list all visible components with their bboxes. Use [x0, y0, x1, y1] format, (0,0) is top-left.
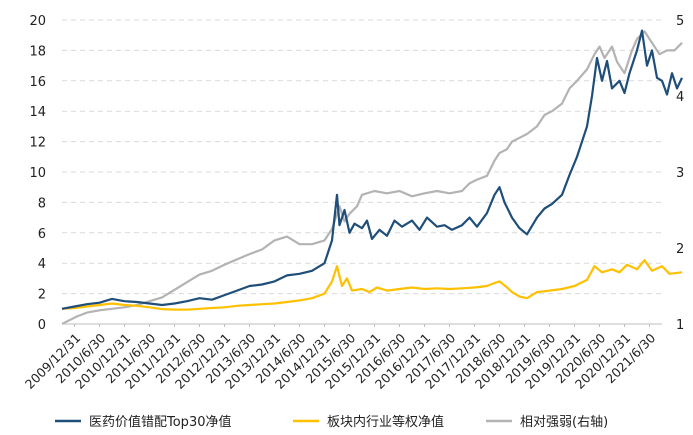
legend-label-0: 医药价值错配Top30净值	[89, 414, 231, 430]
right-tick-label: 3	[676, 166, 684, 181]
left-axis: 0 2 4 6 8 10 12 14 16 18 20	[29, 14, 46, 333]
left-tick-label: 16	[29, 75, 46, 90]
left-tick-label: 0	[38, 318, 46, 333]
left-tick-label: 14	[29, 105, 46, 120]
left-tick-label: 8	[38, 196, 46, 211]
series-lines	[61, 29, 683, 325]
series-line-1	[61, 259, 683, 311]
left-tick-label: 4	[38, 257, 46, 272]
left-tick-label: 12	[29, 136, 46, 151]
left-tick-label: 20	[29, 14, 46, 29]
legend-label-2: 相对强弱(右轴)	[520, 415, 608, 430]
series-line-2	[61, 30, 683, 325]
left-tick-label: 2	[38, 288, 46, 303]
left-tick-label: 6	[38, 227, 46, 242]
left-tick-label: 10	[29, 166, 46, 181]
grid-lines	[62, 19, 662, 295]
legend-label-1: 板块内行业等权净值	[327, 414, 444, 430]
left-tick-label: 18	[29, 44, 46, 59]
right-tick-label: 4	[676, 90, 684, 105]
right-tick-label: 2	[676, 242, 684, 257]
x-axis: 2009/12/312010/6/302010/12/312011/6/3020…	[22, 323, 662, 392]
legend: 医药价值错配Top30净值 板块内行业等权净值 相对强弱(右轴)	[55, 414, 608, 430]
series-line-0	[61, 29, 683, 310]
right-tick-label: 5	[676, 14, 684, 29]
right-tick-label: 1	[676, 318, 684, 333]
right-axis: 1 2 3 4 5	[676, 14, 684, 333]
